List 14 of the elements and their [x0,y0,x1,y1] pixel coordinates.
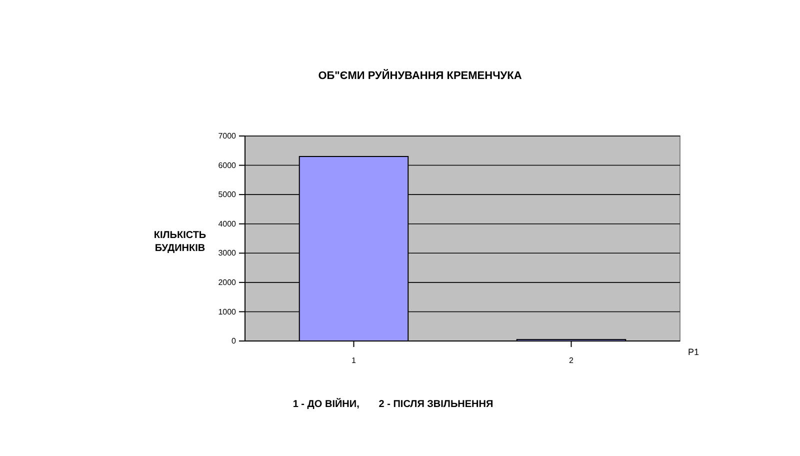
x-tick-label: 1 [352,356,357,365]
y-tick-label: 3000 [218,248,237,258]
y-tick-label: 2000 [218,278,237,287]
y-tick-label: 1000 [218,307,237,316]
y-tick-label: 4000 [218,219,237,228]
y-tick-label: 7000 [218,132,237,141]
text: 1 - ДО ВІЙНИ, 2 - ПІСЛЯ ЗВІЛЬНЕННЯ [292,397,494,410]
y-axis-title: КІЛЬКІСТЬ БУДИНКІВ [154,230,206,254]
x-tick-label: 2 [569,356,574,365]
y-tick-label: 0 [232,336,237,346]
text: P1 [688,347,700,357]
chart-title: ОБ"ЄМИ РУЙНУВАННЯ КРЕМЕНЧУКА [318,69,522,82]
y-tick-label: 6000 [218,160,237,170]
y-tick-label: 5000 [218,190,237,200]
